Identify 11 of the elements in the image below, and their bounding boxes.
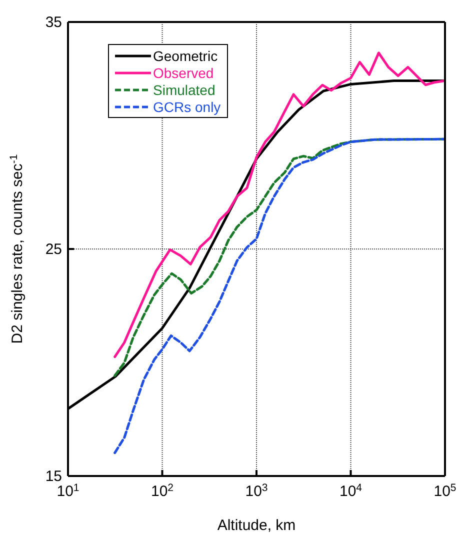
legend-label: GCRs only <box>153 98 221 114</box>
x-tick-label: 10$^{2}$ <box>150 482 174 500</box>
x-tick-label: 10$^{4}$ <box>339 482 362 500</box>
legend-label: Simulated <box>153 82 216 98</box>
x-axis-title: Altitude, km <box>217 517 296 534</box>
x-tick-label: 10$^{3}$ <box>245 482 268 500</box>
x-tick-label: 10$^{5}$ <box>434 482 456 500</box>
y-tick-label: 25 <box>45 241 62 258</box>
y-tick-label: 35 <box>45 14 62 31</box>
legend-label: Observed <box>153 64 214 80</box>
legend-label: Geometric <box>153 48 218 64</box>
